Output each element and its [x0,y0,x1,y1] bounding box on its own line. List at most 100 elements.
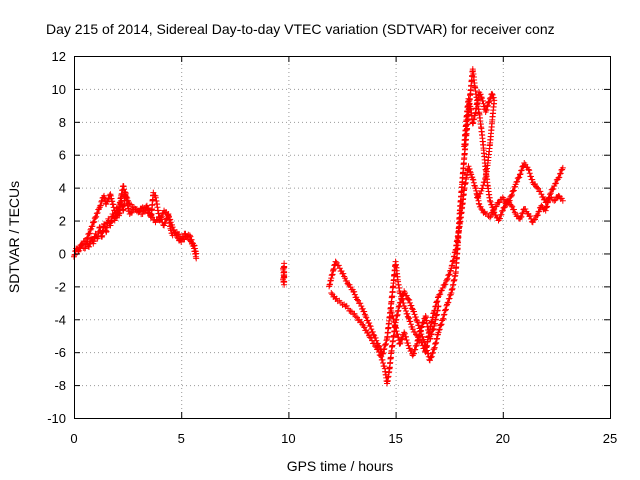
data-point [351,310,358,317]
data-point [150,189,157,196]
data-point [499,207,506,214]
data-point [378,353,385,360]
data-point [367,334,374,341]
data-point [552,197,559,204]
data-point [405,342,412,349]
data-point [351,291,358,298]
data-point [439,285,446,292]
data-point [403,336,410,343]
data-point [426,336,433,343]
data-point [474,194,481,201]
data-point [165,213,172,220]
data-point [475,193,482,200]
data-point [487,213,494,220]
data-point [94,209,101,216]
data-point [86,230,93,237]
data-point [414,317,421,324]
data-point [332,258,339,265]
data-point [508,202,515,209]
data-point [438,321,445,328]
data-point [510,206,517,213]
data-point [370,331,377,338]
data-point [420,336,427,343]
data-point [555,192,562,199]
y-tick-label: 8 [59,115,66,130]
data-point [381,342,388,349]
data-point [78,241,85,248]
data-point [550,185,557,192]
data-point [556,174,563,181]
data-point [529,176,536,183]
y-tick-label: 6 [59,148,66,163]
data-point [478,94,485,101]
data-point [428,330,435,337]
data-point [525,166,532,173]
data-point [407,321,414,328]
data-point [437,321,444,328]
data-point [478,206,485,213]
data-point [490,94,497,101]
data-point [498,211,505,218]
data-point [404,310,411,317]
data-point [89,223,96,230]
data-point [423,344,430,351]
y-tick-label: -10 [47,411,66,426]
data-point [526,170,533,177]
data-point [418,324,425,331]
data-point [403,292,410,299]
data-point [375,349,382,356]
data-point [412,346,419,353]
data-point [411,311,418,318]
data-point [470,176,477,183]
data-point [476,190,483,197]
data-point [559,197,566,204]
data-point [516,174,523,181]
data-point [401,329,408,336]
data-point [435,303,442,310]
data-point [434,298,441,305]
data-point [428,331,435,338]
data-point [551,197,558,204]
data-point [402,305,409,312]
y-tick-label: 10 [52,82,66,97]
data-point [407,318,414,325]
data-point [493,203,500,210]
data-point [383,337,390,344]
data-point [527,213,534,220]
data-point [84,234,91,241]
data-point [77,245,84,252]
x-tick-label: 10 [281,431,295,446]
data-point [519,209,526,216]
data-point [359,321,366,328]
y-tick-label: -2 [54,279,66,294]
data-point [93,213,100,220]
data-point [484,102,491,109]
data-point [110,204,117,211]
data-point [536,208,543,215]
data-point [345,305,352,312]
data-point [354,296,361,303]
data-point [486,197,493,204]
data-point [446,295,453,302]
data-point [486,95,493,102]
data-point [171,226,178,233]
data-point [193,255,200,262]
data-point [399,335,406,342]
data-point [406,296,413,303]
data-point [442,281,449,288]
data-point [433,298,440,305]
data-point [487,198,494,205]
data-point [359,305,366,312]
data-point [434,294,441,301]
data-point [501,203,508,210]
data-point [466,165,473,172]
data-point [335,262,342,269]
data-point [189,239,196,246]
x-tick-label: 0 [70,431,77,446]
data-point [537,188,544,195]
chart-title: Day 215 of 2014, Sidereal Day-to-day VTE… [46,21,555,37]
data-point [508,192,515,199]
data-point [106,192,113,199]
y-tick-label: -4 [54,312,66,327]
